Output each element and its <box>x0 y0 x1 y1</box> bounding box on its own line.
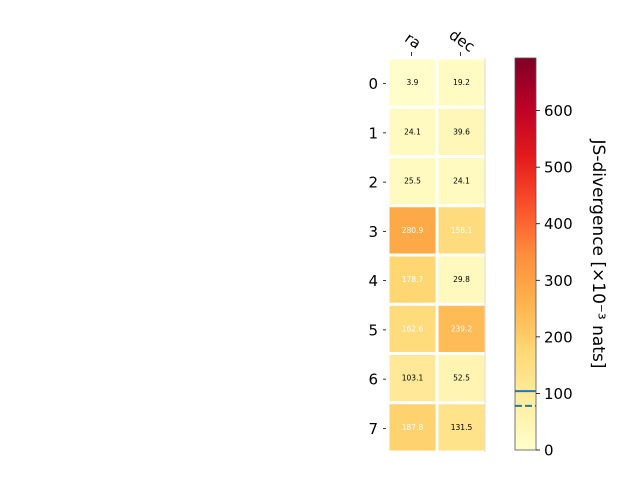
row-label: 7 <box>368 420 378 438</box>
cell-value-label: 29.8 <box>453 275 470 284</box>
heatmap-cells: 3.9 19.2 24.1 39.6 25.5 24.1 280.9 158.1 178.7 29… <box>389 58 486 452</box>
colorbar-tick-label: 600 <box>544 102 573 120</box>
colorbar-label: JS-divergence [×10⁻³ nats] <box>588 139 608 369</box>
colorbar-tick-label: 200 <box>544 328 573 346</box>
cell-value-label: 239.2 <box>451 324 473 333</box>
heatmap-cell <box>438 108 485 155</box>
row-label: 3 <box>368 223 378 241</box>
cell-value-label: 52.5 <box>453 374 470 383</box>
heatmap-cell <box>438 256 485 303</box>
heatmap-cell <box>438 305 485 352</box>
heatmap-cell <box>389 59 436 106</box>
heatmap-cell <box>389 305 436 352</box>
cell-value-label: 280.9 <box>402 226 424 235</box>
cell-value-label: 158.1 <box>451 226 473 235</box>
row-label: 6 <box>368 371 378 389</box>
cell-value-label: 19.2 <box>453 78 470 87</box>
heatmap-cell <box>389 256 436 303</box>
cell-value-label: 24.1 <box>404 127 421 136</box>
row-label: 1 <box>368 124 378 142</box>
cell-value-label: 25.5 <box>404 177 421 186</box>
column-label: ra <box>401 29 424 53</box>
colorbar-gradient <box>514 57 537 451</box>
row-label: 5 <box>368 321 378 339</box>
cell-value-label: 103.1 <box>402 374 424 383</box>
cell-value-label: 178.7 <box>402 275 424 284</box>
heatmap-cell <box>438 355 485 402</box>
colorbar-tick-label: 100 <box>544 385 573 403</box>
heatmap-cell <box>438 207 485 254</box>
column-label: dec <box>446 26 478 56</box>
cell-value-label: 162.6 <box>402 324 424 333</box>
heatmap-cell <box>438 404 485 451</box>
cell-value-label: 187.8 <box>402 423 424 432</box>
colorbar-tick-label: 0 <box>544 442 554 460</box>
heatmap-cell <box>438 59 485 106</box>
row-labels: 0 1 2 3 4 5 6 7 <box>368 75 386 438</box>
cell-value-label: 131.5 <box>451 423 473 432</box>
column-labels: ra dec <box>401 26 478 56</box>
heatmap-cell <box>389 207 436 254</box>
colorbar-tick-label: 400 <box>544 215 573 233</box>
heatmap-cell <box>389 158 436 205</box>
row-label: 4 <box>368 272 378 290</box>
cell-value-label: 3.9 <box>407 78 419 87</box>
heatmap-cell <box>438 158 485 205</box>
colorbar: 0 100 200 300 400 500 600 JS-divergence [×10⁻³ … <box>514 57 608 460</box>
cell-value-label: 39.6 <box>453 127 470 136</box>
cell-value-label: 24.1 <box>453 177 470 186</box>
colorbar-tick-label: 300 <box>544 272 573 290</box>
colorbar-tick-label: 500 <box>544 159 573 177</box>
heatmap-cell <box>389 108 436 155</box>
heatmap-cell <box>389 355 436 402</box>
heatmap-cell <box>389 404 436 451</box>
row-label: 0 <box>368 75 378 93</box>
row-label: 2 <box>368 174 378 192</box>
